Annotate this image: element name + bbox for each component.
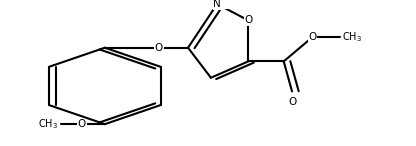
Text: O: O	[244, 15, 253, 25]
Text: O: O	[155, 43, 163, 53]
Text: O: O	[288, 97, 296, 107]
Text: CH$_3$: CH$_3$	[38, 117, 58, 131]
Text: N: N	[213, 0, 221, 9]
Text: O: O	[78, 119, 86, 129]
Text: O: O	[309, 32, 317, 42]
Text: CH$_3$: CH$_3$	[342, 30, 362, 44]
